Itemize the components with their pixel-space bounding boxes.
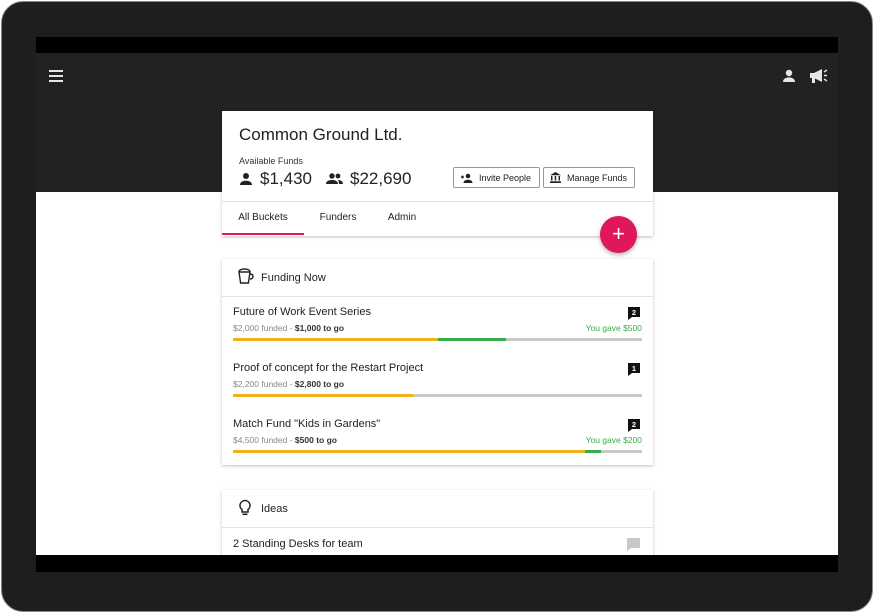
bucket-status: $4,500 funded - $500 to go: [233, 435, 337, 445]
invite-people-label: Invite People: [479, 172, 532, 183]
comment-count: 2: [632, 420, 636, 429]
progress-funded: [233, 338, 438, 341]
bucket-title: Match Fund "Kids in Gardens": [233, 418, 381, 430]
progress-funded: [233, 450, 585, 453]
org-name: Common Ground Ltd.: [239, 125, 403, 144]
comment-icon: 2: [628, 307, 640, 320]
progress-gave: [438, 338, 506, 341]
group-funds-amount: $22,690: [350, 169, 412, 188]
comment-icon: [627, 538, 640, 551]
bottom-bezel: [36, 555, 838, 572]
app-screen: Common Ground Ltd. Available Funds $1,43…: [36, 37, 838, 572]
bucket-status: $2,200 funded - $2,800 to go: [233, 379, 344, 389]
available-funds-label: Available Funds: [239, 156, 303, 166]
comment-icon: 2: [628, 419, 640, 432]
bucket-title: Proof of concept for the Restart Project: [233, 362, 424, 374]
progress-funded: [233, 394, 413, 397]
tab-all-buckets[interactable]: All Buckets: [222, 202, 304, 235]
ideas-header: Ideas: [222, 490, 653, 528]
personal-funds: $1,430: [239, 169, 312, 189]
manage-funds-button[interactable]: Manage Funds: [543, 167, 635, 188]
invite-people-button[interactable]: Invite People: [453, 167, 540, 188]
idea-title: 2 Standing Desks for team: [233, 538, 363, 550]
comment-count: 2: [632, 308, 636, 317]
bank-icon: [550, 172, 561, 183]
bucket-icon: [238, 268, 254, 284]
group-funds: $22,690: [326, 169, 411, 189]
manage-funds-label: Manage Funds: [567, 172, 628, 183]
bucket-item[interactable]: Proof of concept for the Restart Project…: [233, 362, 642, 414]
user-icon[interactable]: [781, 68, 797, 84]
menu-icon[interactable]: [49, 70, 63, 82]
bucket-status: $2,000 funded - $1,000 to go: [233, 323, 344, 333]
tab-admin[interactable]: Admin: [387, 212, 417, 223]
bucket-title: Future of Work Event Series: [233, 306, 371, 318]
bucket-gave: You gave $500: [585, 323, 642, 333]
bucket-to-go: $1,000 to go: [294, 323, 345, 333]
funding-now-card: Funding Now Future of Work Event Series …: [222, 259, 653, 465]
bucket-funded: $4,500 funded -: [233, 435, 295, 445]
progress-gave: [585, 450, 601, 453]
bucket-to-go: $500 to go: [294, 435, 337, 445]
bucket-item[interactable]: Future of Work Event Series $2,000 funde…: [233, 306, 642, 358]
lightbulb-icon: [239, 499, 251, 516]
personal-funds-amount: $1,430: [260, 169, 312, 188]
funding-progress-bar: [233, 338, 642, 341]
status-bar: [36, 37, 838, 53]
person-icon: [240, 173, 252, 185]
comment-count: 1: [632, 364, 636, 373]
megaphone-icon[interactable]: [808, 67, 828, 85]
comment-icon: 1: [628, 363, 640, 376]
tabs-divider: [222, 201, 653, 202]
add-bucket-button[interactable]: +: [600, 216, 637, 253]
bucket-to-go: $2,800 to go: [294, 379, 345, 389]
bucket-gave: You gave $200: [585, 435, 642, 445]
group-icon: [326, 173, 343, 184]
funding-progress-bar: [233, 450, 642, 453]
funding-now-title: Funding Now: [261, 272, 326, 284]
funding-now-header: Funding Now: [222, 259, 653, 297]
tab-funders[interactable]: Funders: [319, 212, 357, 223]
bucket-funded: $2,200 funded -: [233, 379, 295, 389]
bucket-item[interactable]: Match Fund "Kids in Gardens" $4,500 fund…: [233, 418, 642, 470]
idea-item[interactable]: 2 Standing Desks for team: [233, 538, 642, 558]
person-add-icon: [461, 173, 473, 183]
ideas-title: Ideas: [261, 503, 288, 515]
org-card: Common Ground Ltd. Available Funds $1,43…: [222, 111, 653, 236]
funding-progress-bar: [233, 394, 642, 397]
bucket-funded: $2,000 funded -: [233, 323, 295, 333]
